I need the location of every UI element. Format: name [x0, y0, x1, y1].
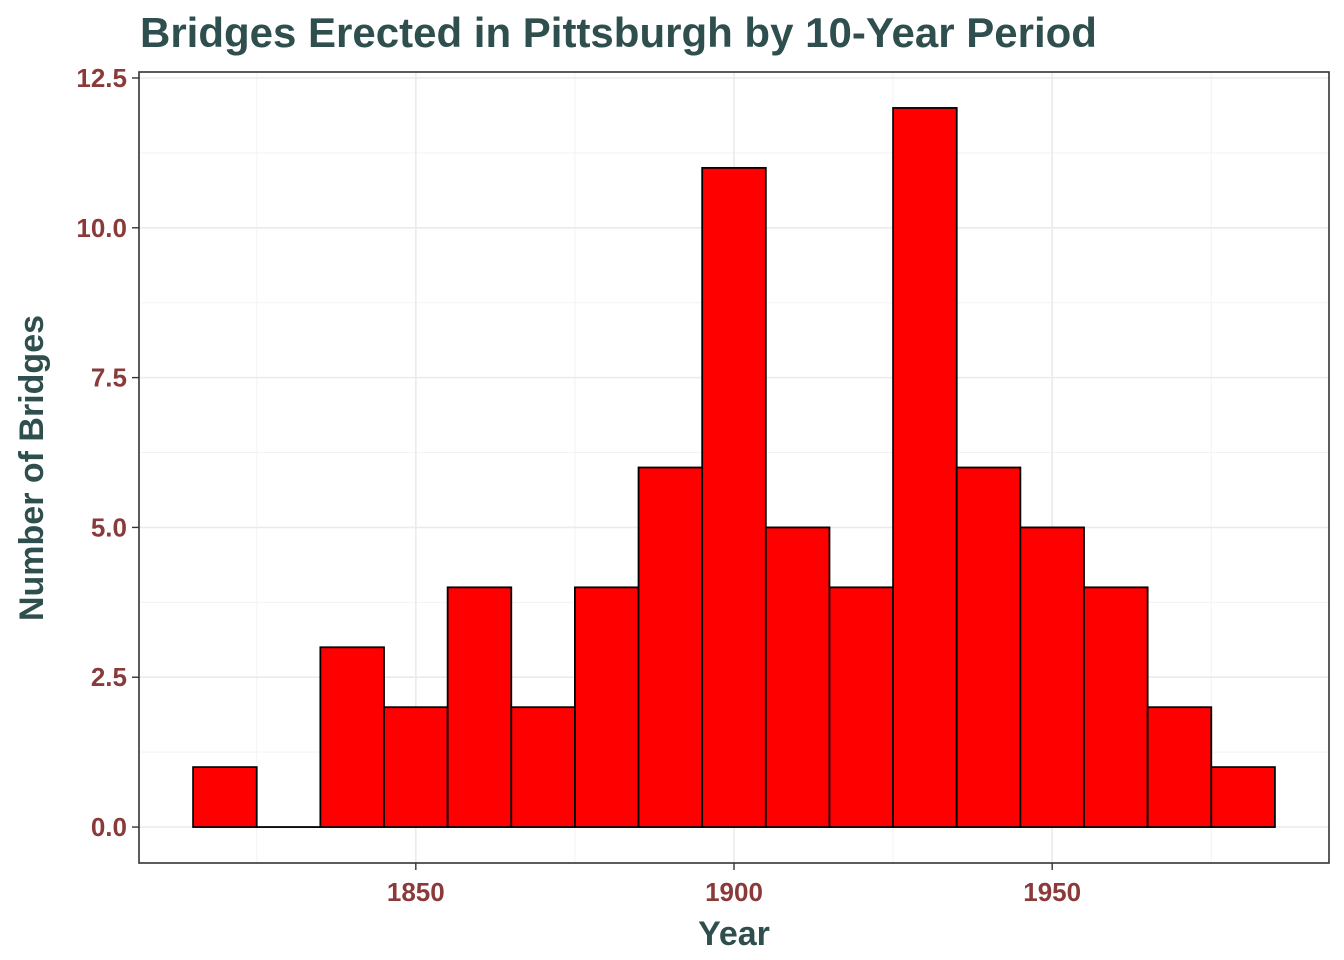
histogram-bar	[574, 586, 640, 828]
y-tick-label: 2.5	[91, 662, 127, 692]
histogram-bar	[510, 706, 576, 828]
histogram-bar	[701, 166, 767, 828]
y-tick-label: 12.5	[76, 63, 127, 93]
y-axis-title: Number of Bridges	[13, 315, 51, 621]
histogram-bar	[446, 586, 513, 828]
x-axis-title: Year	[698, 915, 770, 953]
histogram-bar	[955, 466, 1022, 828]
histogram-bar	[383, 706, 449, 828]
x-tick-label: 1850	[387, 877, 445, 907]
histogram-bar	[892, 107, 958, 828]
x-tick-label: 1900	[705, 877, 763, 907]
chart-title: Bridges Erected in Pittsburgh by 10-Year…	[140, 9, 1097, 56]
histogram-bar	[1083, 586, 1149, 828]
histogram-bar	[319, 646, 385, 828]
y-tick-label: 10.0	[76, 213, 127, 243]
histogram-bar	[828, 586, 894, 828]
y-tick-label: 5.0	[91, 512, 127, 542]
bars	[192, 107, 1276, 828]
histogram-bar	[192, 766, 258, 828]
histogram-bar	[1146, 706, 1213, 828]
y-tick-label: 7.5	[91, 363, 127, 393]
histogram-bar	[637, 466, 704, 828]
histogram-bar	[1019, 526, 1085, 828]
histogram-bar	[764, 526, 831, 828]
histogram-bar	[1210, 766, 1276, 828]
axis-ticks: 1850 1900 1950 0.0 2.5 5.0 7.5 10.0 12.5	[76, 63, 1081, 907]
x-tick-label: 1950	[1023, 877, 1081, 907]
y-tick-label: 0.0	[91, 812, 127, 842]
